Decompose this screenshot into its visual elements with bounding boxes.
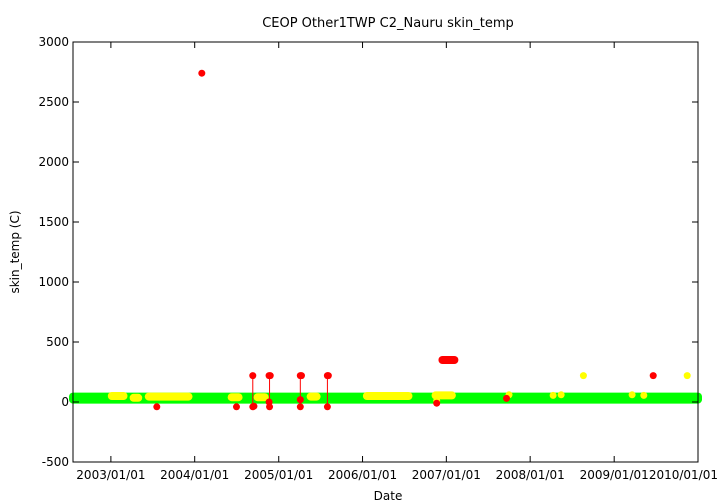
x-axis: 2003/01/01 2004/01/01 2005/01/01 2006/01/01…	[76, 42, 718, 482]
x-tick-label: 2007/01/01	[412, 468, 481, 482]
yellow-cluster	[144, 392, 193, 401]
red-series	[153, 69, 657, 411]
yellow-series	[107, 372, 691, 405]
red-point	[153, 403, 161, 411]
red-point	[323, 403, 331, 411]
x-tick-label: 2003/01/01	[76, 468, 145, 482]
plot-frame	[72, 41, 699, 463]
yellow-point	[557, 391, 565, 399]
red-cluster	[438, 356, 459, 364]
y-tick-label: 0	[61, 395, 69, 409]
yellow-cluster	[129, 393, 143, 402]
red-point	[250, 402, 258, 410]
red-point	[324, 372, 332, 380]
yellow-point	[640, 391, 648, 399]
red-point	[297, 372, 305, 380]
y-axis-label: skin_temp (C)	[8, 210, 22, 293]
y-tick-label: 1500	[38, 215, 69, 229]
yellow-point	[683, 372, 691, 380]
y-tick-label: 1000	[38, 275, 69, 289]
yellow-cluster	[227, 393, 243, 402]
y-tick-label: 500	[46, 335, 69, 349]
y-tick-label: -500	[42, 455, 69, 469]
red-point	[503, 394, 511, 402]
yellow-cluster	[431, 391, 456, 400]
x-tick-label: 2010/01/01	[649, 468, 718, 482]
yellow-cluster	[306, 392, 321, 401]
x-tick-label: 2004/01/01	[160, 468, 229, 482]
yellow-point	[549, 391, 557, 399]
chart-title: CEOP Other1TWP C2_Nauru skin_temp	[262, 16, 514, 31]
x-tick-label: 2008/01/01	[496, 468, 565, 482]
yellow-point	[628, 391, 636, 399]
y-axis: -500 0 500 1000 1500 2000 2500 3000	[38, 35, 698, 469]
red-point	[198, 69, 206, 77]
yellow-cluster	[107, 392, 128, 400]
x-axis-label: Date	[374, 489, 403, 503]
plot-border	[72, 41, 699, 463]
x-tick-label: 2005/01/01	[244, 468, 313, 482]
y-tick-label: 3000	[38, 35, 69, 49]
red-point	[296, 396, 304, 404]
x-tick-label: 2009/01/01	[580, 468, 649, 482]
red-point	[296, 403, 304, 411]
y-tick-label: 2500	[38, 95, 69, 109]
yellow-point	[579, 372, 587, 380]
red-point	[266, 372, 274, 380]
yellow-cluster	[253, 393, 269, 402]
red-point	[232, 403, 240, 411]
x-tick-label: 2006/01/01	[328, 468, 397, 482]
yellow-cluster	[362, 392, 413, 400]
red-point	[266, 403, 274, 411]
red-point	[649, 372, 657, 380]
red-point	[433, 399, 441, 407]
y-tick-label: 2000	[38, 155, 69, 169]
red-point	[249, 372, 257, 380]
